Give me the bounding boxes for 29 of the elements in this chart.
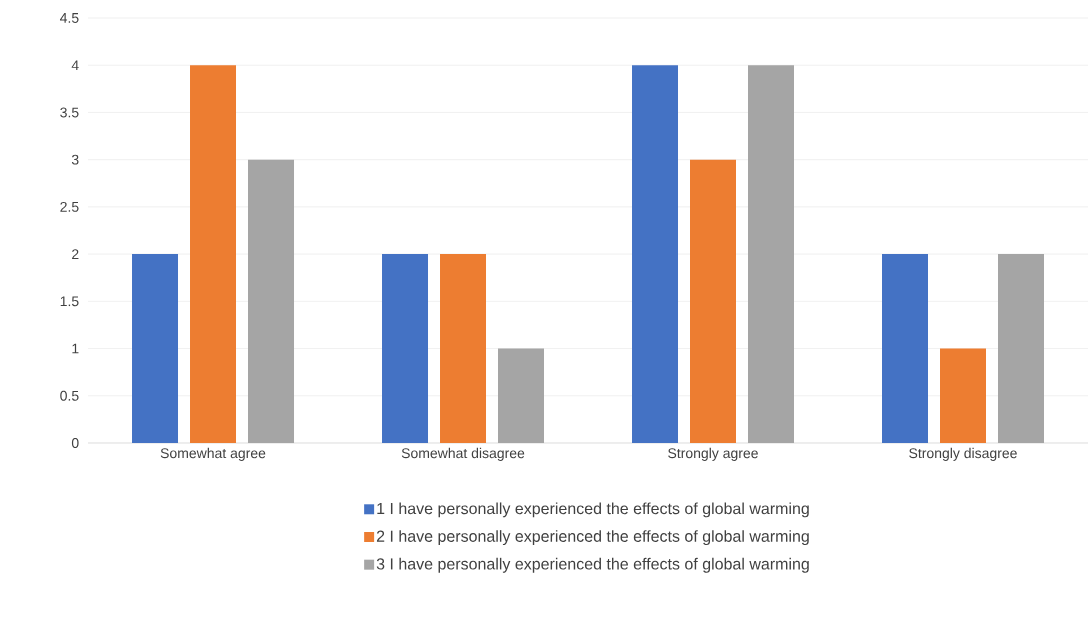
x-tick-label: Strongly agree: [668, 447, 758, 461]
y-tick-label: 4.5: [60, 13, 79, 23]
bar: [882, 254, 928, 443]
y-tick-label: 3.5: [60, 107, 79, 118]
bar: [190, 65, 237, 443]
y-tick-label: 2: [72, 249, 79, 259]
y-tick-label: 3: [71, 154, 79, 165]
bar: [940, 348, 986, 443]
x-tick-label: Somewhat disagree: [401, 447, 525, 461]
bar: [440, 254, 487, 443]
legend-label: 3 I have personally experienced the effects of global warming: [376, 557, 809, 573]
bar: [382, 254, 429, 443]
bar: [498, 348, 545, 443]
y-tick-label: 1.5: [60, 296, 79, 307]
x-tick-label: Strongly disagree: [909, 447, 1017, 461]
bar: [248, 159, 295, 443]
bar: [132, 254, 179, 443]
y-tick-label: 1: [72, 343, 79, 354]
y-tick-label: 2.5: [60, 201, 79, 212]
y-tick-label: 0: [71, 438, 79, 448]
y-tick-label: 4: [71, 60, 79, 71]
bar: [690, 159, 736, 443]
bar: [998, 254, 1044, 443]
legend-label: 2 I have personally experienced the effects of global warming: [376, 530, 809, 546]
bar: [748, 65, 794, 443]
y-tick-label: 0.5: [60, 390, 79, 401]
bar: [632, 65, 679, 443]
x-tick-label: Somewhat agree: [160, 447, 266, 461]
legend-label: 1 I have personally experienced the effects of global warming: [377, 502, 809, 518]
